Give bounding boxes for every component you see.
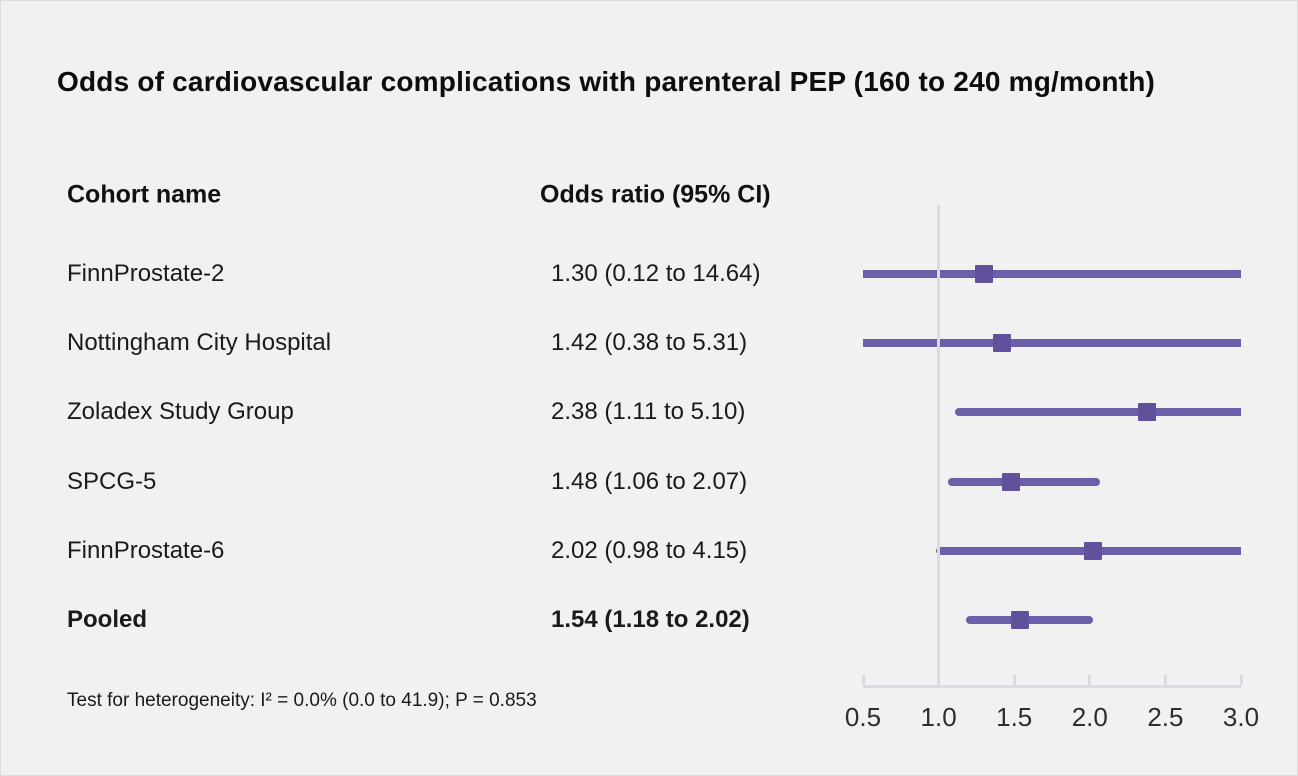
x-axis-tick xyxy=(1088,675,1092,685)
cohort-label: FinnProstate-2 xyxy=(67,260,225,287)
odds-ratio-value: 2.38 (1.11 to 5.10) xyxy=(551,398,746,426)
x-axis-tick xyxy=(1012,675,1016,685)
odds-ratio-value: 1.30 (0.12 to 14.64) xyxy=(551,260,761,287)
cohort-label: Pooled xyxy=(67,606,148,633)
x-axis-tick xyxy=(1239,675,1243,685)
x-axis-tick xyxy=(1163,675,1167,685)
x-axis-tick-label: 3.0 xyxy=(1222,702,1260,732)
figure-title: Odds of cardiovascular complications wit… xyxy=(57,66,1156,97)
odds-ratio-value: 1.42 (0.38 to 5.31) xyxy=(551,329,748,357)
odds-ratio-marker xyxy=(1083,541,1102,560)
odds-ratio-marker xyxy=(1138,403,1157,422)
heterogeneity-footnote: Test for heterogeneity: I² = 0.0% (0.0 t… xyxy=(67,690,537,711)
cohort-label: FinnProstate-6 xyxy=(67,536,225,564)
confidence-interval-line xyxy=(965,616,1093,624)
column-header-odds-ratio: Odds ratio (95% CI) xyxy=(540,180,771,209)
odds-ratio-marker xyxy=(1002,472,1021,491)
odds-ratio-value: 2.02 (0.98 to 4.15) xyxy=(551,536,748,564)
odds-ratio-marker xyxy=(974,265,993,283)
x-axis-line xyxy=(863,685,1241,688)
reference-line xyxy=(937,205,941,688)
x-axis-tick xyxy=(861,675,865,685)
odds-ratio-value: 1.48 (1.06 to 2.07) xyxy=(551,467,748,495)
confidence-interval-line xyxy=(947,477,1101,486)
cohort-label: Zoladex Study Group xyxy=(67,398,294,426)
column-header-cohort: Cohort name xyxy=(67,180,222,209)
x-axis-tick-label: 2.0 xyxy=(1071,702,1108,732)
odds-ratio-marker xyxy=(1011,611,1030,629)
x-axis-tick-label: 1.0 xyxy=(920,702,957,732)
odds-ratio-marker xyxy=(993,334,1012,353)
confidence-interval-line xyxy=(955,408,1241,417)
cohort-label: SPCG-5 xyxy=(67,467,157,495)
cohort-label: Nottingham City Hospital xyxy=(67,329,332,357)
confidence-interval-line xyxy=(863,339,1241,348)
x-axis-tick-label: 2.5 xyxy=(1147,702,1184,732)
x-axis-tick-label: 1.5 xyxy=(996,702,1033,732)
x-axis-tick-label: 0.5 xyxy=(844,702,882,732)
odds-ratio-value: 1.54 (1.18 to 2.02) xyxy=(551,606,750,633)
confidence-interval-line xyxy=(863,270,1241,278)
